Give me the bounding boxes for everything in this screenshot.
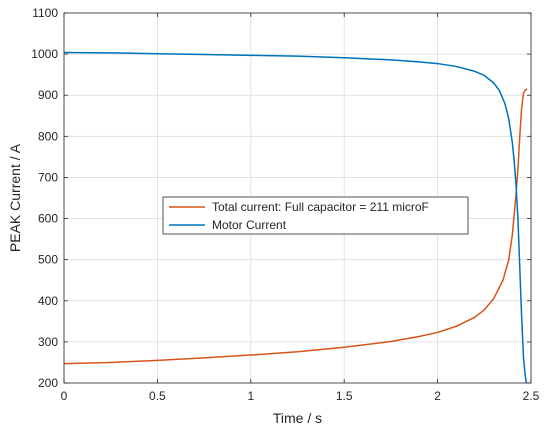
x-tick-label: 0	[61, 389, 68, 403]
axis-ticks: 0 0.5 1 1.5 2 2.5 200 300 400 500 600 700 800 900 1000…	[31, 6, 539, 403]
y-tick-label: 300	[38, 335, 58, 349]
x-tick-label: 1	[247, 389, 254, 403]
plot-frame	[63, 12, 532, 384]
x-axis-label: Time / s	[273, 410, 322, 426]
x-tick-label: 2.5	[523, 389, 540, 403]
series-lines	[63, 51, 528, 384]
y-tick-label: 1100	[32, 6, 58, 20]
y-tick-label: 500	[38, 253, 58, 267]
series-line-total-current	[63, 88, 528, 365]
y-tick-label: 600	[38, 212, 58, 226]
y-tick-label: 200	[38, 376, 58, 390]
legend-label-motor-current: Motor Current	[212, 218, 287, 232]
y-tick-label: 900	[38, 88, 58, 102]
y-axis-label: PEAK Current / A	[7, 143, 23, 252]
y-tick-label: 800	[38, 129, 58, 143]
x-tick-label: 1.5	[336, 389, 353, 403]
x-tick-label: 0.5	[149, 389, 166, 403]
legend: Total current: Full capacitor = 211 micr…	[162, 196, 469, 235]
y-tick-label: 1000	[31, 47, 58, 61]
legend-label-total-current: Total current: Full capacitor = 211 micr…	[212, 200, 429, 214]
y-tick-label: 400	[38, 294, 58, 308]
x-tick-label: 2	[434, 389, 441, 403]
legend-box	[162, 196, 469, 235]
y-tick-label: 700	[38, 170, 58, 184]
series-line-motor-current	[63, 51, 528, 384]
